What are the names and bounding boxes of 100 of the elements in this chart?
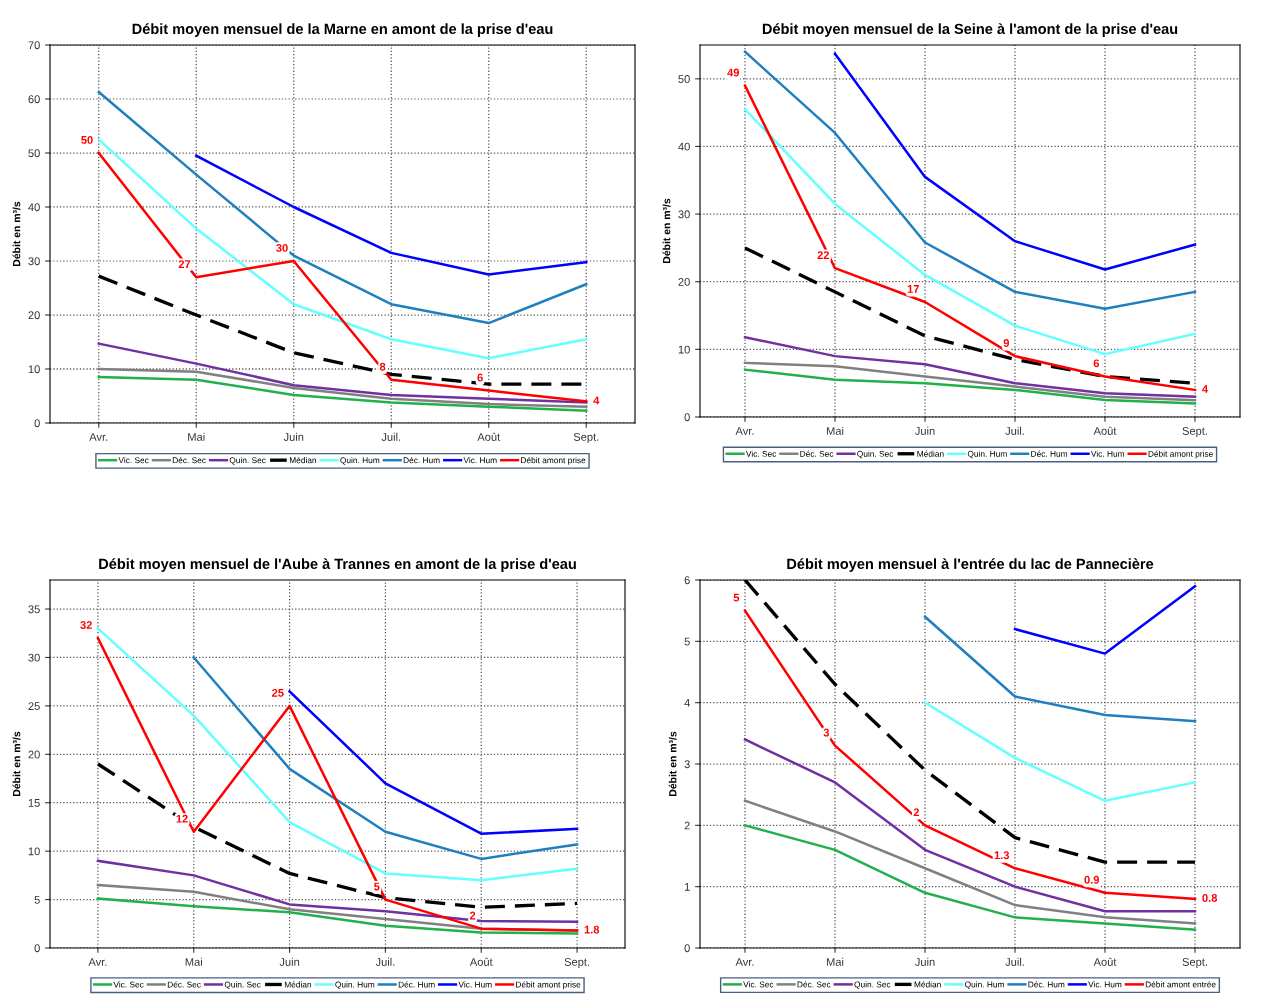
line-series — [96, 627, 579, 882]
legend-label: Débit amont prise — [516, 981, 581, 990]
y-tick-label: 6 — [684, 576, 690, 585]
legend-label: Déc. Hum — [398, 981, 435, 988]
legend-label: Vic. Sec — [745, 450, 777, 457]
line-series — [97, 375, 588, 412]
legend-label: Quin. Sec — [857, 450, 894, 459]
y-tick-label: 0 — [684, 413, 690, 422]
x-tick-label: Sept. — [564, 958, 590, 969]
legend-label: Déc. Sec — [167, 981, 201, 988]
data-label: 4 — [1202, 385, 1209, 393]
y-axis-title: Débit en m³/s — [12, 731, 21, 796]
line-series — [96, 897, 579, 935]
chart-title: Débit moyen mensuel à l'entrée du lac de Pannecière — [787, 558, 1154, 572]
data-label: 3 — [823, 728, 830, 737]
legend-label: Quin. Sec — [229, 457, 266, 465]
y-tick-label: 15 — [28, 799, 40, 807]
x-tick-label: Juin — [283, 432, 304, 441]
line-series — [97, 138, 588, 360]
line-series — [192, 656, 579, 861]
data-label: 6 — [1093, 359, 1100, 368]
y-tick-label: 10 — [28, 365, 40, 374]
legend-label: Quin. Hum — [967, 450, 1007, 459]
line-series — [97, 342, 588, 404]
data-label: 25 — [272, 688, 284, 697]
x-tick-label: Juil. — [1005, 957, 1024, 966]
x-tick-label: Avr. — [89, 433, 108, 441]
data-label: 5 — [733, 593, 740, 602]
y-tick-label: 30 — [678, 210, 690, 219]
legend-label: Vic. Sec — [118, 457, 149, 464]
x-tick-label: Juil. — [1005, 426, 1024, 435]
legend-label: Déc. Hum — [1031, 450, 1068, 457]
line-series — [833, 52, 1197, 271]
data-label: 49 — [727, 68, 740, 77]
legend-label: Médian — [289, 456, 317, 464]
x-tick-label: Mai — [185, 957, 202, 966]
y-tick-label: 3 — [684, 760, 690, 769]
y-tick-label: 5 — [34, 895, 40, 904]
y-axis-title: Débit en m³/s — [668, 731, 677, 796]
line-series — [743, 335, 1197, 398]
data-label: 1.3 — [994, 851, 1010, 860]
line-series — [743, 824, 1197, 931]
x-tick-label: Août — [1093, 426, 1117, 435]
y-tick-label: 20 — [28, 750, 40, 759]
y-tick-label: 0 — [34, 944, 40, 953]
y-tick-label: 40 — [28, 203, 40, 212]
legend-label: Vic. Sec — [743, 981, 774, 988]
line-series — [195, 154, 588, 276]
y-tick-label: 40 — [678, 142, 690, 151]
legend-label: Débit amont prise — [521, 456, 586, 465]
line-series — [743, 738, 1197, 913]
x-tick-label: Juil. — [375, 957, 395, 966]
line-series — [97, 90, 588, 325]
legend-label: Quin. Sec — [224, 981, 261, 989]
legend-label: Déc. Hum — [403, 456, 440, 464]
legend-label: Déc. Sec — [800, 450, 834, 457]
data-label: 22 — [817, 251, 829, 259]
y-tick-label: 50 — [678, 75, 690, 83]
x-tick-label: Avr. — [735, 958, 754, 966]
y-tick-label: 30 — [28, 257, 40, 266]
line-series — [743, 799, 1197, 925]
line-series — [97, 151, 588, 403]
y-axis-title: Débit en m³/s — [662, 198, 671, 263]
data-label: 6 — [477, 373, 483, 382]
legend-label: Vic. Hum — [1088, 981, 1122, 988]
legend-label: Quin. Hum — [340, 457, 380, 465]
line-series — [743, 361, 1197, 402]
line-series — [288, 690, 579, 835]
x-tick-label: Juin — [914, 426, 935, 435]
data-label: 27 — [178, 260, 191, 268]
data-label: 1.8 — [584, 925, 600, 934]
x-tick-label: Sept. — [1182, 427, 1207, 438]
line-series — [743, 84, 1197, 392]
x-tick-label: Mai — [188, 432, 205, 441]
line-series — [96, 636, 579, 932]
x-tick-label: Juin — [914, 957, 935, 966]
legend-label: Débit amont prise — [1148, 450, 1213, 459]
x-tick-label: Mai — [826, 426, 844, 435]
line-series — [743, 50, 1197, 311]
y-tick-label: 4 — [684, 699, 690, 707]
data-label: 2 — [469, 911, 476, 920]
data-label: 32 — [80, 621, 92, 629]
chart-title: Débit moyen mensuel de la Seine à l'amont de la prise d'eau — [762, 23, 1178, 37]
x-tick-label: Sept. — [1182, 958, 1207, 969]
x-tick-label: Août — [1093, 957, 1117, 966]
x-tick-label: Mai — [826, 957, 844, 966]
data-label: 5 — [374, 882, 380, 891]
legend-label: Déc. Sec — [797, 981, 831, 988]
legend-label: Vic. Sec — [113, 981, 144, 988]
y-axis-title: Débit en m³/s — [12, 201, 21, 266]
y-tick-label: 60 — [28, 95, 40, 104]
data-label: 17 — [907, 285, 919, 293]
y-tick-label: 2 — [684, 821, 690, 830]
legend-label: Quin. Hum — [335, 981, 375, 989]
data-label: 50 — [81, 135, 93, 144]
legend-label: Quin. Hum — [965, 981, 1004, 989]
chart-title: Débit moyen mensuel de la Marne en amont de la prise d'eau — [132, 23, 553, 37]
x-tick-label: Août — [477, 432, 501, 441]
y-tick-label: 35 — [28, 605, 40, 614]
legend-label: Médian — [284, 981, 312, 988]
